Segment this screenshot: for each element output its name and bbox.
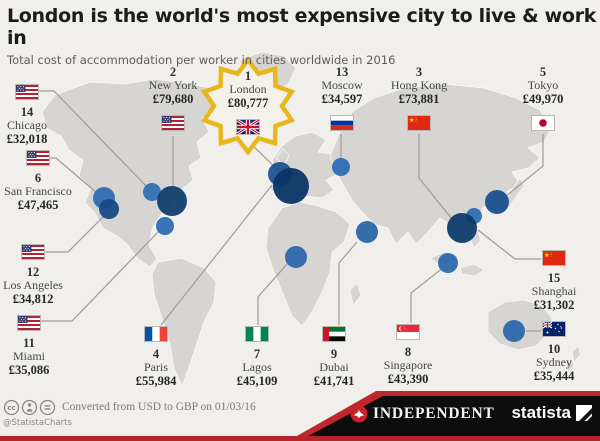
svg-text:cc: cc <box>7 404 15 412</box>
paris-connector-line <box>160 184 273 326</box>
miami-bubble <box>156 217 174 235</box>
london-bubble <box>273 168 309 204</box>
statista-logo-icon <box>576 405 592 421</box>
singapore-bubble <box>438 253 458 273</box>
continent-asia <box>329 83 553 245</box>
miami-connector-line <box>41 229 161 322</box>
attribution-icon <box>21 399 38 416</box>
moscow-bubble <box>332 158 350 176</box>
singapore-connector-line <box>410 266 445 323</box>
continent-africa <box>265 201 351 327</box>
lagos-connector-line <box>257 262 289 325</box>
statista-charts-handle: @StatistaCharts <box>3 418 72 428</box>
hong-kong-bubble <box>447 213 477 243</box>
brand-logo: statista <box>511 403 592 423</box>
bottom-red-bar <box>0 436 600 441</box>
los-angeles-connector-line <box>41 215 105 253</box>
chicago-connector-line <box>38 90 150 190</box>
tokyo-connector-line <box>505 134 544 197</box>
publisher-name: INDEPENDENT <box>373 405 495 422</box>
tokyo-bubble <box>485 190 509 214</box>
continent-south-america <box>151 257 217 387</box>
island-madagascar <box>349 282 362 307</box>
city-bubbles <box>93 158 525 342</box>
footer-banner-shape <box>0 391 600 441</box>
new-york-bubble <box>157 186 187 216</box>
license-icons: cc <box>3 399 56 416</box>
los-angeles-bubble <box>99 199 119 219</box>
publisher-logo: INDEPENDENT <box>350 405 495 423</box>
lagos-bubble <box>285 246 307 268</box>
cc-icon <box>3 399 20 416</box>
no-derivatives-icon <box>39 399 56 416</box>
sydney-bubble <box>503 320 525 342</box>
chicago-bubble <box>143 183 161 201</box>
shanghai-connector-line <box>477 229 541 260</box>
hong-kong-connector-line <box>418 134 453 220</box>
islands-new-zealand <box>565 345 582 373</box>
conversion-note: Converted from USD to GBP on 01/03/16 <box>62 401 256 413</box>
independent-eagle-icon <box>350 405 368 423</box>
dubai-connector-line <box>338 241 358 325</box>
page-title: London is the world's most expensive cit… <box>7 5 597 49</box>
london-badge-star <box>200 56 296 156</box>
brand-name: statista <box>511 403 571 422</box>
banner-black-body <box>299 396 600 441</box>
dubai-bubble <box>356 221 378 243</box>
page-subtitle: Total cost of accommodation per worker i… <box>7 53 396 67</box>
